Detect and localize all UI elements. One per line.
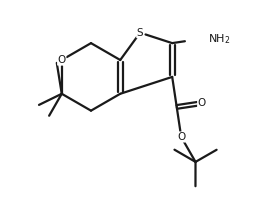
Text: O: O	[177, 132, 185, 142]
Text: O: O	[198, 98, 206, 108]
Text: O: O	[58, 55, 66, 65]
Text: S: S	[137, 28, 143, 38]
Text: NH$_2$: NH$_2$	[208, 33, 231, 47]
